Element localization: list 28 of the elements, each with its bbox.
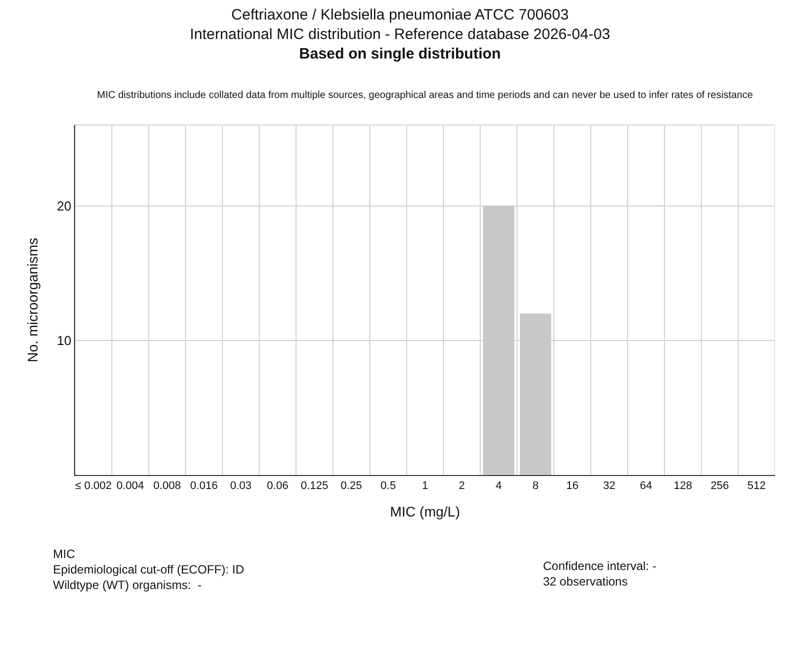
x-tick-label: 0.25 <box>340 480 362 492</box>
text: MIC Epidemiological cut-off (ECOFF): ID Wildtype (WT) organisms: - <box>53 547 244 592</box>
x-tick-label: 1 <box>422 480 428 492</box>
x-tick-label: 0.03 <box>230 480 252 492</box>
text: MIC distributions include collated data from multiple sources, geographical areas and time periods and can never be used to infer rates of resistance <box>97 90 754 101</box>
y-tick-label: 10 <box>56 332 72 348</box>
x-tick-label: 0.125 <box>300 480 328 492</box>
x-tick-label: 8 <box>532 480 539 492</box>
x-tick-label: 2 <box>458 480 465 492</box>
x-tick-label: 32 <box>603 480 616 492</box>
x-tick-label: ≤ 0.002 <box>75 480 112 492</box>
text: Confidence interval: - 32 observations <box>543 559 656 589</box>
x-tick-label: 128 <box>674 480 692 492</box>
x-tick-label: 512 <box>747 480 766 492</box>
y-tick-label: 20 <box>56 198 72 214</box>
x-tick-label: 4 <box>496 480 502 492</box>
x-tick-label: 64 <box>640 480 652 492</box>
chart-subtitle: Based on single distribution <box>299 46 501 62</box>
x-tick-label: 256 <box>710 480 729 492</box>
y-axis-title: No. microorganisms <box>24 238 41 362</box>
x-tick-label: 0.008 <box>153 480 181 492</box>
x-tick-label: 16 <box>566 480 578 492</box>
chart-title: Ceftriaxone / Klebsiella pneumoniae ATCC 700603 International MIC distribution - Reference database 2026-04-03 <box>190 6 610 43</box>
x-tick-label: 0.06 <box>266 480 288 492</box>
x-tick-label: 0.016 <box>190 480 218 492</box>
x-tick-label: 0.004 <box>116 480 144 492</box>
x-tick-label: 0.5 <box>380 480 396 492</box>
x-axis-title: MIC (mg/L) <box>390 504 460 520</box>
